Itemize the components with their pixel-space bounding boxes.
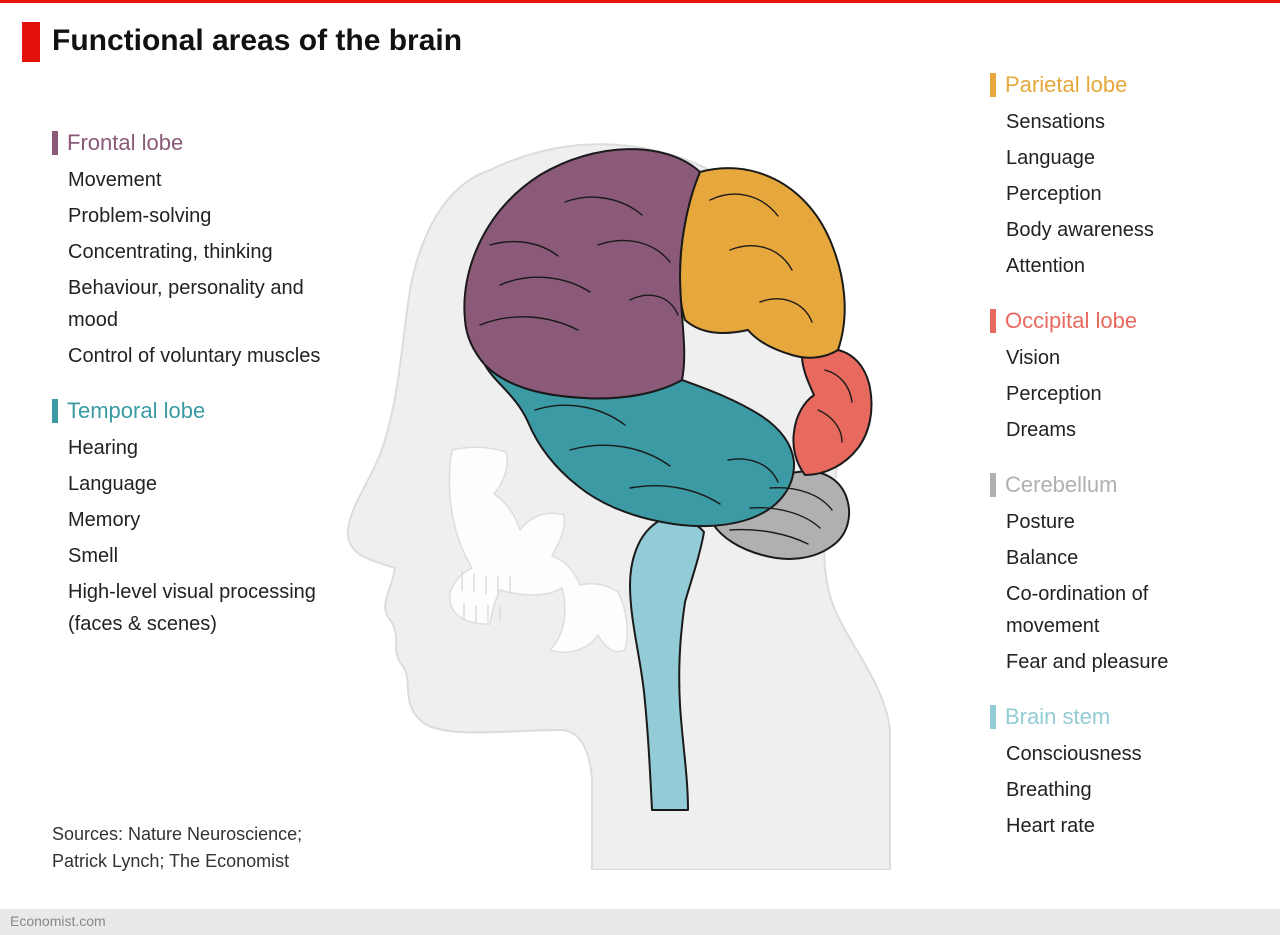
function-item: Body awareness [1006, 214, 1240, 246]
section-parietal: Parietal lobe Sensations Language Perceptio… [990, 72, 1240, 282]
section-title: Brain stem [1005, 704, 1110, 730]
function-item: Behaviour, personality and mood [68, 272, 332, 336]
sources-line: Sources: Nature Neuroscience; [52, 821, 302, 848]
section-head: Temporal lobe [52, 398, 332, 424]
function-item: Smell [68, 540, 332, 572]
color-swatch [52, 131, 58, 155]
function-item: Perception [1006, 378, 1240, 410]
section-title: Parietal lobe [1005, 72, 1127, 98]
function-item: Problem-solving [68, 200, 332, 232]
color-swatch [990, 705, 996, 729]
footer-text: Economist.com [10, 913, 106, 929]
footer-bar: Economist.com [0, 909, 1280, 935]
function-item: Language [1006, 142, 1240, 174]
function-item: Attention [1006, 250, 1240, 282]
function-list: Vision Perception Dreams [990, 342, 1240, 446]
function-item: Posture [1006, 506, 1240, 538]
right-column: Parietal lobe Sensations Language Perceptio… [990, 72, 1240, 868]
function-item: Co-ordination of movement [1006, 578, 1240, 642]
section-frontal: Frontal lobe Movement Problem-solving Conce… [52, 130, 332, 372]
color-swatch [990, 73, 996, 97]
section-cerebellum: Cerebellum Posture Balance Co-ordination of… [990, 472, 1240, 678]
color-swatch [52, 399, 58, 423]
section-head: Parietal lobe [990, 72, 1240, 98]
page-title: Functional areas of the brain [52, 24, 462, 58]
function-item: Dreams [1006, 414, 1240, 446]
sources-line: Patrick Lynch; The Economist [52, 848, 302, 875]
function-item: Memory [68, 504, 332, 536]
function-item: Breathing [1006, 774, 1240, 806]
function-list: Movement Problem-solving Concentrating, th… [52, 164, 332, 372]
function-item: Consciousness [1006, 738, 1240, 770]
function-list: Posture Balance Co-ordination of movement F… [990, 506, 1240, 678]
section-occipital: Occipital lobe Vision Perception Dreams [990, 308, 1240, 446]
color-swatch [990, 473, 996, 497]
top-rule [0, 0, 1280, 3]
function-item: Heart rate [1006, 810, 1240, 842]
function-item: Concentrating, thinking [68, 236, 332, 268]
section-title: Occipital lobe [1005, 308, 1137, 334]
function-item: Language [68, 468, 332, 500]
title-accent [22, 22, 40, 62]
section-title: Temporal lobe [67, 398, 205, 424]
function-item: Movement [68, 164, 332, 196]
function-item: Perception [1006, 178, 1240, 210]
function-item: Vision [1006, 342, 1240, 374]
function-item: Balance [1006, 542, 1240, 574]
function-item: Control of voluntary muscles [68, 340, 332, 372]
section-title: Frontal lobe [67, 130, 183, 156]
function-item: Hearing [68, 432, 332, 464]
parietal-region [680, 168, 845, 358]
section-brainstem: Brain stem Consciousness Breathing Heart ra… [990, 704, 1240, 842]
sources: Sources: Nature Neuroscience; Patrick Ly… [52, 821, 302, 875]
function-item: Fear and pleasure [1006, 646, 1240, 678]
color-swatch [990, 309, 996, 333]
function-list: Consciousness Breathing Heart rate [990, 738, 1240, 842]
section-head: Cerebellum [990, 472, 1240, 498]
occipital-region [793, 350, 871, 475]
section-head: Brain stem [990, 704, 1240, 730]
function-list: Sensations Language Perception Body awarene… [990, 106, 1240, 282]
brain-diagram [330, 90, 970, 870]
section-head: Frontal lobe [52, 130, 332, 156]
left-column: Frontal lobe Movement Problem-solving Conce… [52, 130, 332, 666]
section-temporal: Temporal lobeHearingLanguageMemorySmellH… [52, 398, 332, 640]
section-head: Occipital lobe [990, 308, 1240, 334]
function-item: Sensations [1006, 106, 1240, 138]
section-title: Cerebellum [1005, 472, 1118, 498]
function-item: High-level visual processing (faces & sc… [68, 576, 332, 640]
function-list: Hearing Language Memory Smell High-level vis… [52, 432, 332, 640]
